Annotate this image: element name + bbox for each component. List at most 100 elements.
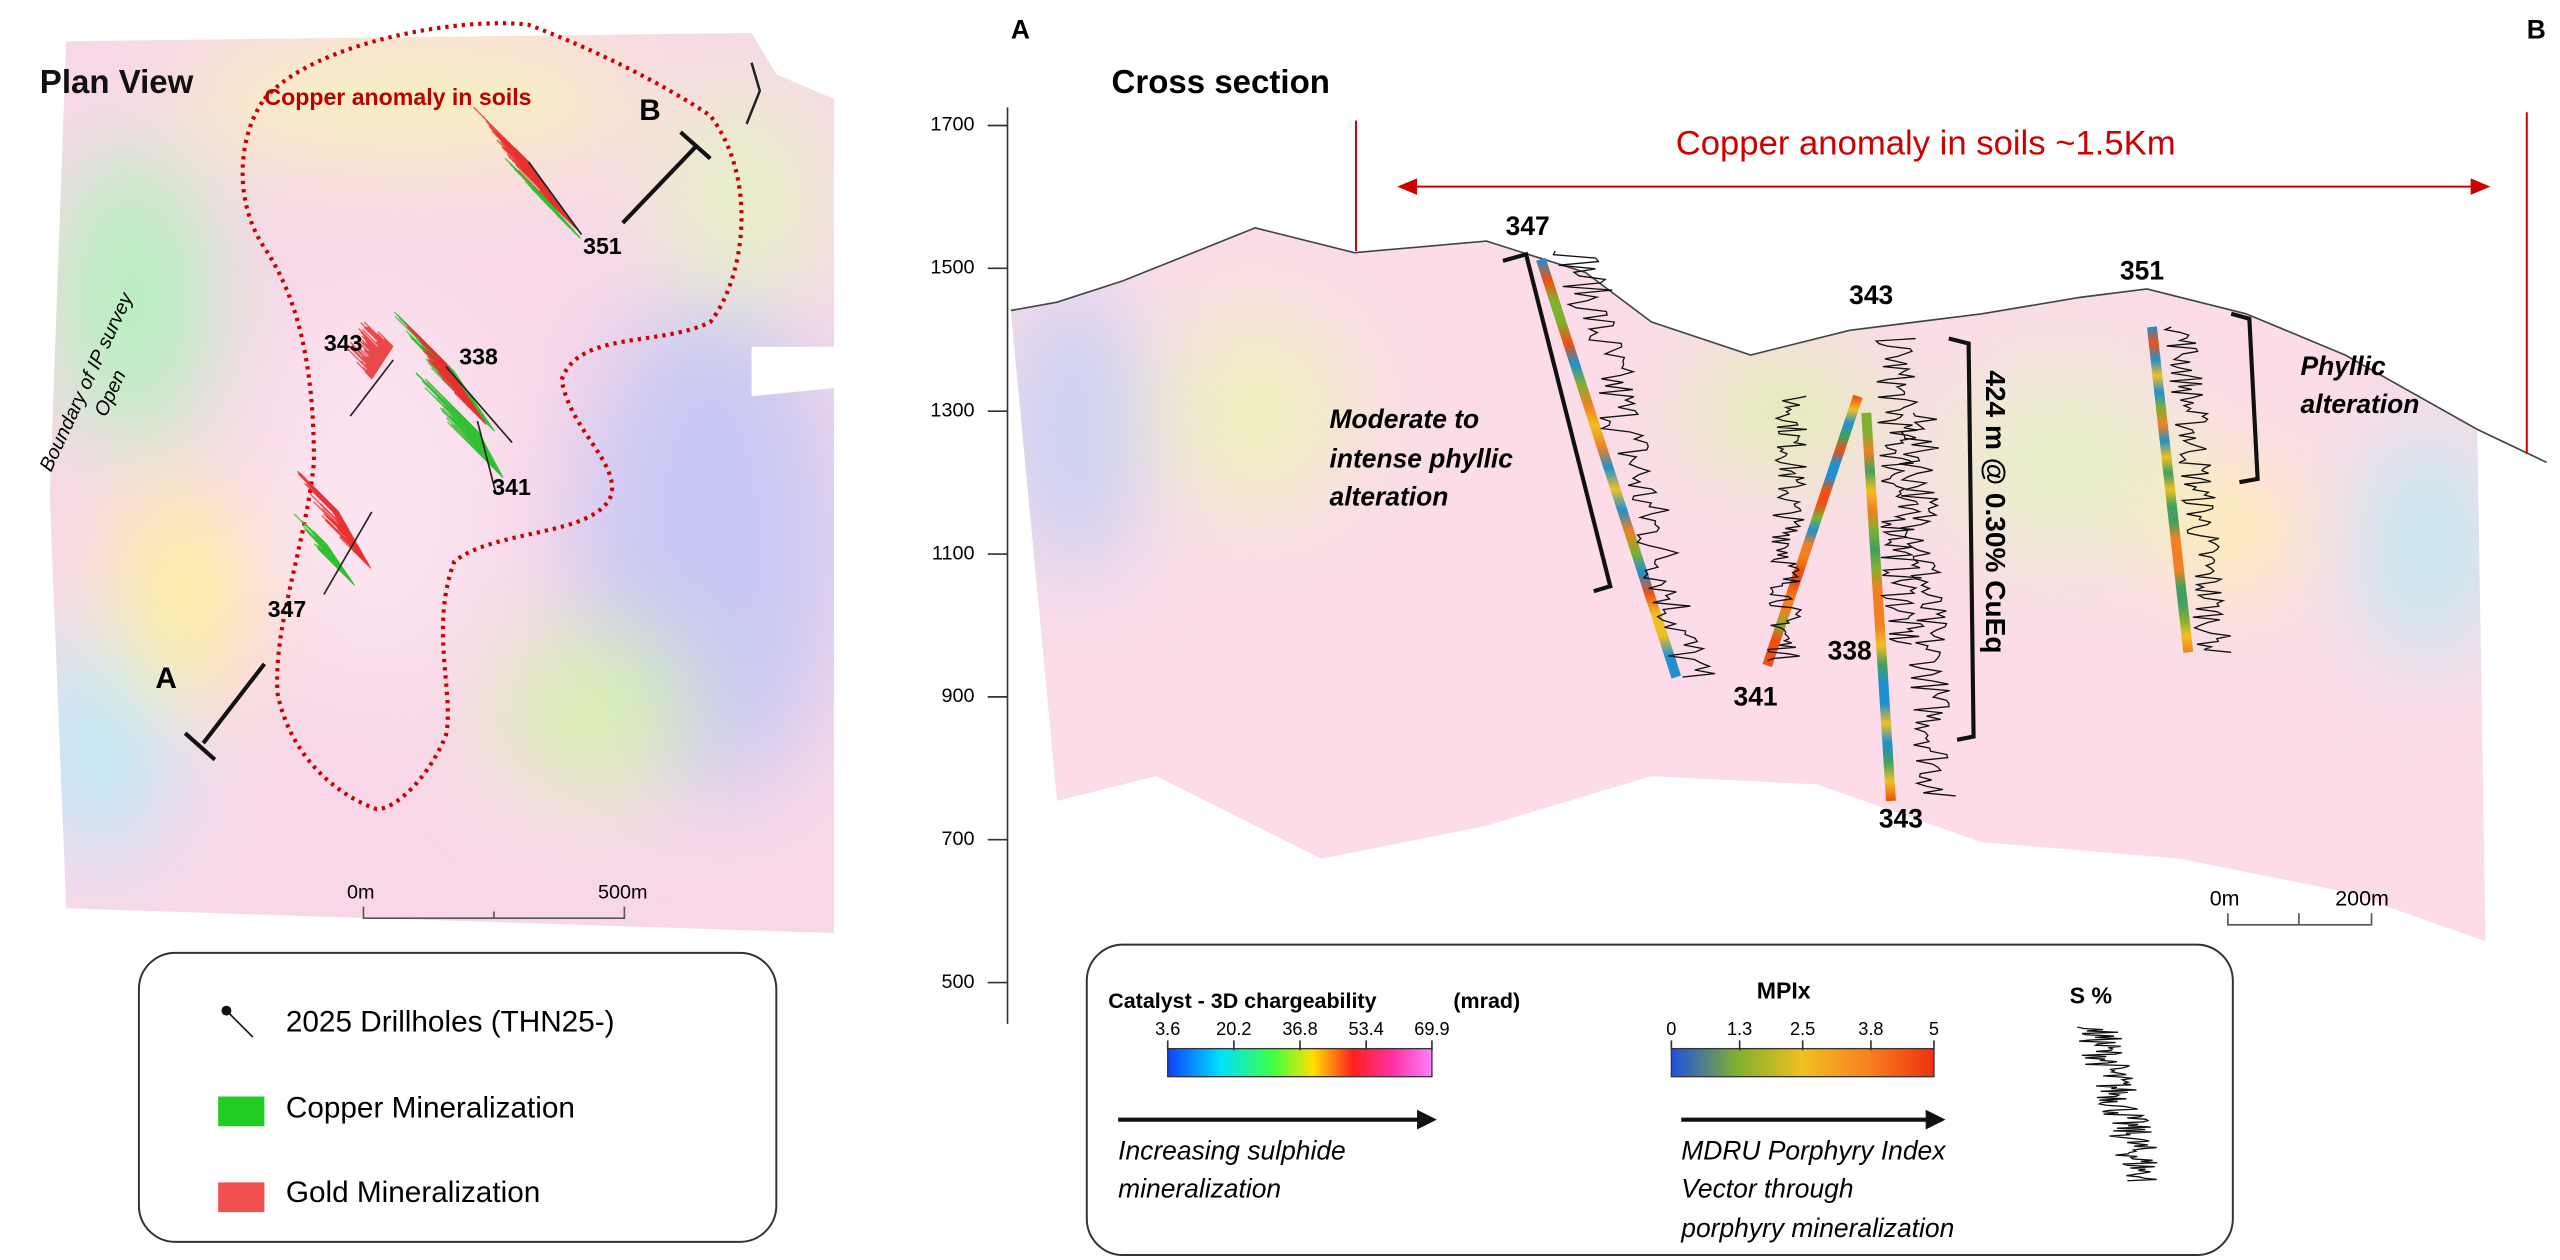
- arrow-head: [2470, 178, 2491, 195]
- anomaly-label: Copper anomaly in soils ~1.5Km: [1676, 124, 2176, 162]
- intercept-label: 424 m @ 0.30% CuEq: [1980, 370, 2011, 653]
- scale-bar: [362, 906, 626, 919]
- mineralization-trace: [356, 361, 374, 379]
- tick-label: 500: [941, 971, 974, 993]
- drillhole-strip: [1536, 257, 1682, 679]
- hole-label: 338: [1828, 635, 1872, 665]
- mineralization-trace: [368, 355, 381, 368]
- tick-label: 53.4: [1348, 1019, 1383, 1039]
- tick-label: 0: [1666, 1019, 1676, 1039]
- mineralization-trace: [364, 340, 386, 361]
- mineralization-trace: [354, 335, 383, 364]
- mineralization-trace: [376, 341, 390, 354]
- color-bar: [1167, 1047, 1433, 1078]
- mineralization-trace: [358, 341, 382, 366]
- section-legend-box: [1085, 943, 2234, 1257]
- scale-label: 0m: [2210, 887, 2240, 911]
- drillhole-strip: [1762, 394, 1863, 668]
- north-arrow: [745, 62, 762, 125]
- tick-label: 1300: [930, 399, 974, 421]
- legend-caption: Increasing sulphide: [1118, 1136, 1346, 1166]
- tick-label: 1100: [932, 542, 975, 564]
- arrow-head: [1925, 1109, 1946, 1130]
- section-start-label: A: [155, 662, 176, 695]
- hole-label: 351: [2120, 255, 2164, 285]
- mineralization-trace: [366, 369, 375, 377]
- tick-label: 69.9: [1414, 1019, 1449, 1039]
- drillhole-trace: [476, 420, 497, 493]
- tick-label: 5: [1929, 1019, 1939, 1039]
- section-cap: [679, 130, 712, 161]
- legend-title: Catalyst - 3D chargeability: [1108, 989, 1376, 1013]
- mineralization-trace: [360, 360, 376, 376]
- legend-unit: (mrad): [1453, 989, 1520, 1013]
- tick-label: 900: [941, 685, 974, 707]
- drillhole-trace: [445, 366, 513, 444]
- sulphur-log: [1874, 337, 1926, 645]
- mineralization-trace: [361, 329, 389, 356]
- drillhole-strip: [1861, 412, 1896, 802]
- drillhole-trace: [323, 511, 373, 595]
- tick-label: 3.6: [1155, 1019, 1180, 1039]
- mineralization-trace: [350, 341, 379, 371]
- tick-label: 1.3: [1727, 1019, 1752, 1039]
- hole-label: 341: [492, 474, 531, 500]
- color-bar: [1670, 1047, 1935, 1078]
- alteration-label: Moderate to: [1330, 404, 1480, 434]
- hole-label: 347: [1506, 211, 1550, 241]
- mineralization-trace: [360, 322, 391, 353]
- mineralization-trace: [317, 547, 355, 586]
- tick-label: 3.8: [1858, 1019, 1883, 1039]
- tick-label: 1700: [930, 114, 974, 136]
- mineralization-trace: [383, 338, 394, 349]
- mineralization-trace: [348, 345, 377, 374]
- mineralization-trace: [361, 335, 386, 360]
- section-start: A: [1011, 14, 1030, 44]
- scale-label: 500m: [598, 882, 648, 904]
- legend-caption: mineralization: [1118, 1174, 1281, 1204]
- mineralization-trace: [353, 349, 378, 373]
- section-line: [201, 662, 267, 745]
- alteration-label: alteration: [2301, 389, 2420, 419]
- mineralization-trace: [377, 346, 388, 357]
- sulphur-log: [2077, 1026, 2158, 1182]
- sulphur-log: [1899, 412, 1956, 797]
- mineralization-trace: [360, 331, 387, 358]
- arrow-head: [1397, 178, 1418, 195]
- mineralization-trace: [366, 326, 391, 352]
- bracket: [1502, 251, 1613, 594]
- mineralization-trace: [363, 326, 390, 354]
- tick-label: 20.2: [1216, 1019, 1251, 1039]
- mineralization-trace: [364, 371, 373, 380]
- mineralization-trace: [339, 536, 372, 569]
- legend-caption: MDRU Porphyry Index: [1681, 1136, 1946, 1166]
- mineralization-trace: [358, 328, 388, 358]
- mineralization-trace: [375, 341, 389, 355]
- mineralization-trace: [556, 213, 582, 239]
- alteration-label: intense phyllic: [1330, 444, 1514, 474]
- mineralization-trace: [376, 333, 393, 349]
- legend-title: S %: [2070, 983, 2112, 1009]
- legend-label: Gold Mineralization: [286, 1176, 540, 1209]
- mineralization-trace: [358, 347, 380, 369]
- mineralization-trace: [446, 421, 504, 479]
- drillhole-trace: [349, 359, 394, 417]
- mineralization-trace: [363, 348, 382, 367]
- mineralization-trace: [367, 326, 392, 351]
- hole-label: 347: [268, 596, 307, 622]
- alteration-label: Phyllic: [2301, 351, 2386, 381]
- section-title: Cross section: [1112, 63, 1330, 100]
- mineralization-trace: [355, 334, 385, 363]
- legend-label: 2025 Drillholes (THN25-): [286, 1006, 615, 1039]
- mineralization-trace: [351, 344, 379, 372]
- topography: [1010, 227, 2547, 464]
- tick-label: 2.5: [1790, 1019, 1815, 1039]
- plan-legend-box: [137, 951, 778, 1243]
- scale-bar: [2227, 913, 2373, 926]
- plan-map: [49, 33, 835, 934]
- sulphur-log: [1552, 250, 1716, 678]
- copper-swatch: [218, 1096, 265, 1127]
- hole-label: 338: [459, 343, 498, 369]
- mineralization-trace: [366, 343, 385, 362]
